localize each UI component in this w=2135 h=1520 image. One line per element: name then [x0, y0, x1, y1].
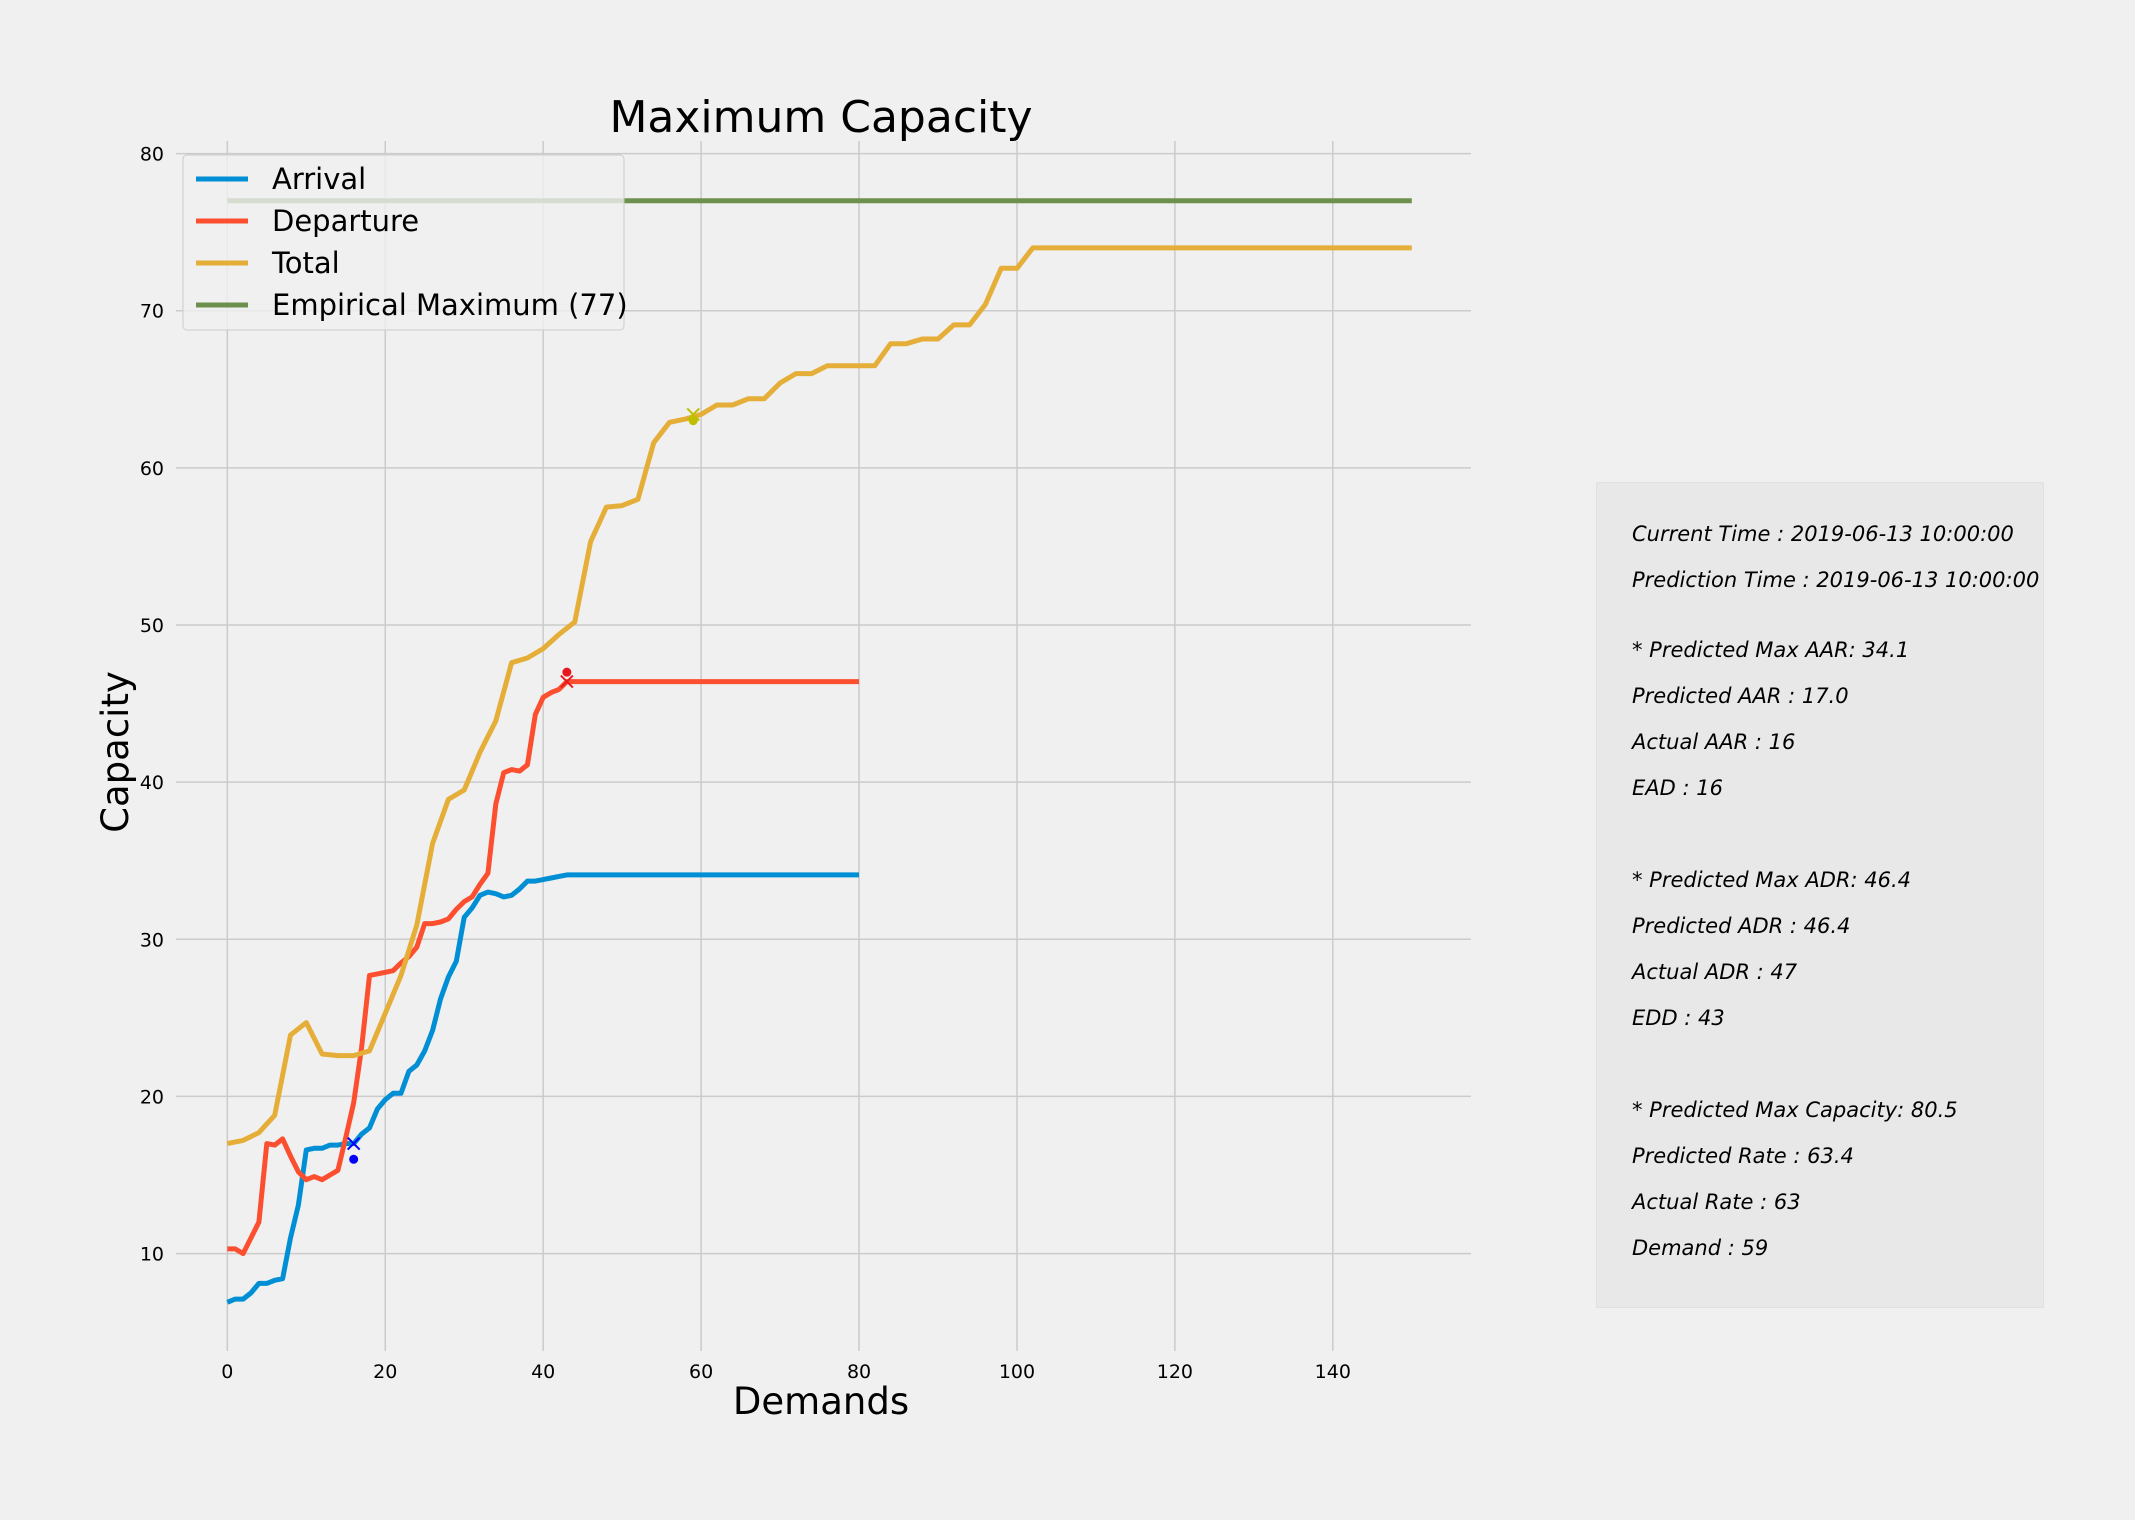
- demand-text: Demand : 59: [1632, 1236, 1769, 1260]
- y-tick-label: 50: [140, 615, 164, 637]
- y-tick-label: 20: [140, 1086, 164, 1108]
- max-capacity-text: * Predicted Max Capacity: 80.5: [1632, 1098, 1958, 1122]
- x-tick-label: 0: [221, 1361, 233, 1383]
- tick-labels: 0 20 40 60 80 100 120 140 10 20 30 40 50 60 70 80: [140, 144, 1351, 1383]
- y-tick-label: 40: [140, 772, 164, 794]
- edd-text: EDD : 43: [1632, 1006, 1725, 1030]
- dot-marker: [562, 667, 572, 677]
- x-tick-label: 60: [689, 1361, 713, 1383]
- legend-box: [182, 154, 625, 331]
- y-tick-label: 10: [140, 1244, 164, 1266]
- x-tick-label: 80: [847, 1361, 871, 1383]
- x-tick-label: 120: [1157, 1361, 1193, 1383]
- y-axis-label: Capacity: [94, 671, 137, 833]
- series-line-departure: [227, 679, 859, 1257]
- predicted-adr-text: Predicted ADR : 46.4: [1632, 914, 1851, 938]
- dot-marker: [349, 1154, 359, 1164]
- legend: Arrival Departure Total Empirical Maximum (…: [182, 154, 628, 331]
- legend-label: Departure: [272, 204, 419, 238]
- x-marker: [560, 674, 574, 689]
- current-time-text: Current Time : 2019-06-13 10:00:00: [1632, 522, 2014, 546]
- x-tick-label: 100: [999, 1361, 1035, 1383]
- grid-lines: [176, 141, 1471, 1351]
- actual-adr-text: Actual ADR : 47: [1632, 960, 1798, 984]
- series-lines: [226, 198, 1412, 1305]
- y-tick-label: 30: [140, 929, 164, 951]
- legend-label: Total: [271, 246, 340, 280]
- y-tick-label: 70: [140, 301, 164, 323]
- legend-label: Empirical Maximum (77): [272, 288, 628, 322]
- max-adr-text: * Predicted Max ADR: 46.4: [1632, 868, 1911, 892]
- prediction-time-text: Prediction Time : 2019-06-13 10:00:00: [1632, 568, 2040, 592]
- x-tick-label: 20: [373, 1361, 397, 1383]
- series-line-arrival: [226, 872, 859, 1305]
- x-axis-label: Demands: [733, 1380, 909, 1423]
- y-tick-label: 60: [140, 458, 164, 480]
- x-marker: [686, 407, 700, 422]
- y-tick-label: 80: [140, 144, 164, 166]
- x-tick-label: 140: [1315, 1361, 1351, 1383]
- point-markers: [346, 407, 700, 1164]
- series-line-total: [226, 245, 1412, 1147]
- dot-marker: [688, 416, 698, 426]
- x-tick-label: 40: [531, 1361, 555, 1383]
- ead-text: EAD : 16: [1632, 776, 1723, 800]
- predicted-rate-text: Predicted Rate : 63.4: [1632, 1144, 1854, 1168]
- x-marker: [346, 1136, 361, 1151]
- legend-label: Arrival: [272, 162, 366, 196]
- actual-aar-text: Actual AAR : 16: [1632, 730, 1796, 754]
- prediction-info-panel: Current Time : 2019-06-13 10:00:00 Predi…: [1596, 482, 2044, 1308]
- chart-title: Maximum Capacity: [609, 92, 1032, 143]
- max-aar-text: * Predicted Max AAR: 34.1: [1632, 638, 1910, 662]
- predicted-aar-text: Predicted AAR : 17.0: [1632, 684, 1849, 708]
- actual-rate-text: Actual Rate : 63: [1632, 1190, 1801, 1214]
